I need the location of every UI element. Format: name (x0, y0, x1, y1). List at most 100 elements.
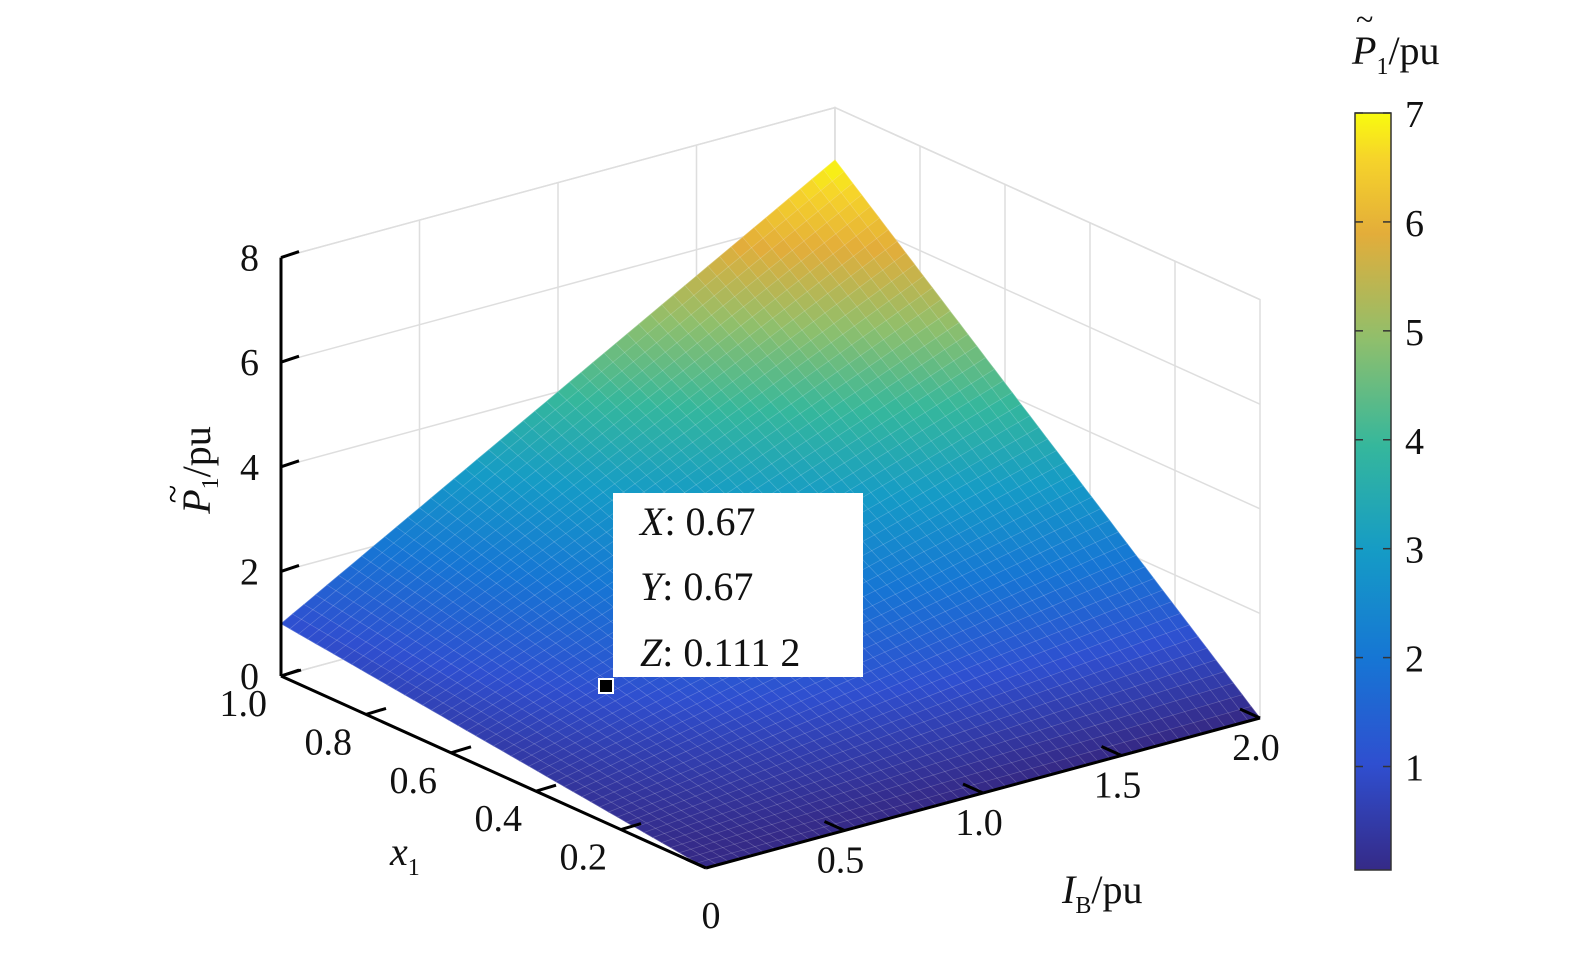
x-axis-label: IB/pu (1061, 867, 1142, 919)
mesh-line (338, 575, 764, 853)
y-tick-label: 0.8 (305, 721, 353, 763)
colorbar-tick-label: 3 (1405, 530, 1424, 572)
z-axis-label: P1/pu ~ (155, 426, 224, 515)
mesh-line (696, 275, 1122, 756)
mesh-line (679, 682, 1234, 854)
mesh-line (652, 647, 1208, 838)
y-tick (620, 822, 642, 832)
x-tick (1100, 745, 1123, 757)
mesh-line (342, 241, 898, 660)
svg-text:P1/pu: P1/pu (174, 426, 224, 515)
colorbar-label: P1/pu (1351, 28, 1440, 80)
y-tick (365, 706, 387, 716)
data-tip-x: X: 0.67 (638, 499, 756, 544)
colorbar-tick-label: 7 (1405, 94, 1424, 136)
mesh-line (719, 256, 1145, 750)
mesh-line (280, 623, 707, 869)
mesh-line (292, 613, 718, 866)
y-tick (280, 668, 302, 678)
mesh-line (765, 217, 1192, 738)
mesh-line (635, 624, 1190, 828)
mesh-line (697, 706, 1252, 864)
z-tick (280, 250, 300, 260)
mesh-line (730, 246, 1157, 747)
colorbar-tick-label: 4 (1405, 421, 1424, 463)
mesh-line (361, 555, 787, 847)
mesh-line (350, 565, 776, 850)
mesh-line (753, 227, 1180, 741)
x-tick-label: 0.5 (817, 840, 865, 882)
z-tick-label: 0 (240, 656, 259, 698)
mesh-line (315, 594, 741, 859)
mesh-line (599, 578, 1154, 808)
z-tick-label: 6 (240, 342, 259, 384)
z-tick (280, 354, 300, 364)
mesh-line (673, 294, 1099, 763)
mesh-line (378, 287, 933, 680)
mesh-line (351, 252, 907, 665)
z-tick-label: 2 (240, 551, 259, 593)
x-tick (685, 857, 707, 870)
mesh-line (360, 264, 915, 670)
mesh-line (617, 601, 1172, 818)
z-tick-label: 8 (240, 238, 259, 280)
mesh-line (777, 207, 1203, 734)
mesh-line (280, 159, 836, 624)
mesh-line (327, 584, 753, 856)
colorbar-tick-label: 2 (1405, 639, 1424, 681)
colorbar-tick-label: 5 (1405, 312, 1424, 354)
y-tick-label: 0.4 (475, 798, 523, 840)
data-tip-z: Z: 0.111 2 (640, 630, 800, 675)
mesh-line (316, 206, 871, 645)
mesh-line (823, 169, 1249, 722)
x-tick (962, 782, 984, 795)
mesh-line (626, 613, 1181, 823)
y-tick (535, 783, 557, 793)
mesh-line (384, 536, 811, 841)
mesh-line (369, 275, 924, 675)
y-axis-line (280, 674, 707, 870)
z-tick (280, 459, 300, 469)
mesh-line (670, 671, 1225, 848)
x-tick-label: 1.0 (955, 802, 1003, 844)
y-tick (450, 745, 472, 755)
mesh-line (325, 217, 880, 650)
x-tick-label: 0 (702, 895, 721, 937)
axes-lines (279, 250, 1261, 870)
mesh-line (303, 604, 730, 863)
mesh-line (661, 659, 1216, 843)
z-tick-label: 4 (240, 447, 259, 489)
y-tick-label: 0.6 (390, 760, 438, 802)
y-axis-label: x1 (389, 829, 420, 881)
mesh-line (707, 265, 1134, 753)
colorbar-tick-label: 1 (1405, 748, 1424, 790)
colorbar-tick-label: 6 (1405, 203, 1424, 245)
surface-mesh (280, 159, 1261, 869)
tilde-mark: ~ (155, 485, 192, 503)
mesh-line (307, 194, 862, 640)
data-tip: X: 0.67 Y: 0.67 Z: 0.111 2 (598, 493, 863, 694)
colorbar-tilde: ~ (1356, 1, 1373, 37)
mesh-line (811, 178, 1238, 725)
x-tick-label: 2.0 (1232, 727, 1280, 769)
colorbar-gradient (1354, 112, 1392, 871)
mesh-line (643, 636, 1199, 833)
data-tip-marker (598, 678, 614, 694)
mesh-line (688, 694, 1243, 859)
mesh-line (387, 299, 942, 686)
mesh-line (608, 589, 1163, 813)
mesh-line (289, 171, 845, 630)
mesh-line (742, 236, 1168, 744)
mesh-line (800, 188, 1226, 728)
data-tip-box (613, 493, 863, 677)
colorbar-ticks: 1 2 3 4 5 6 7 (1355, 94, 1424, 790)
mesh-line (684, 285, 1111, 759)
x-tick (1239, 707, 1261, 720)
mesh-line (590, 566, 1146, 803)
mesh-line (834, 159, 1261, 719)
mesh-line (333, 229, 889, 655)
y-tick-label: 0.2 (560, 837, 608, 879)
x-tick-label: 1.5 (1094, 765, 1142, 807)
mesh-line (788, 198, 1215, 731)
